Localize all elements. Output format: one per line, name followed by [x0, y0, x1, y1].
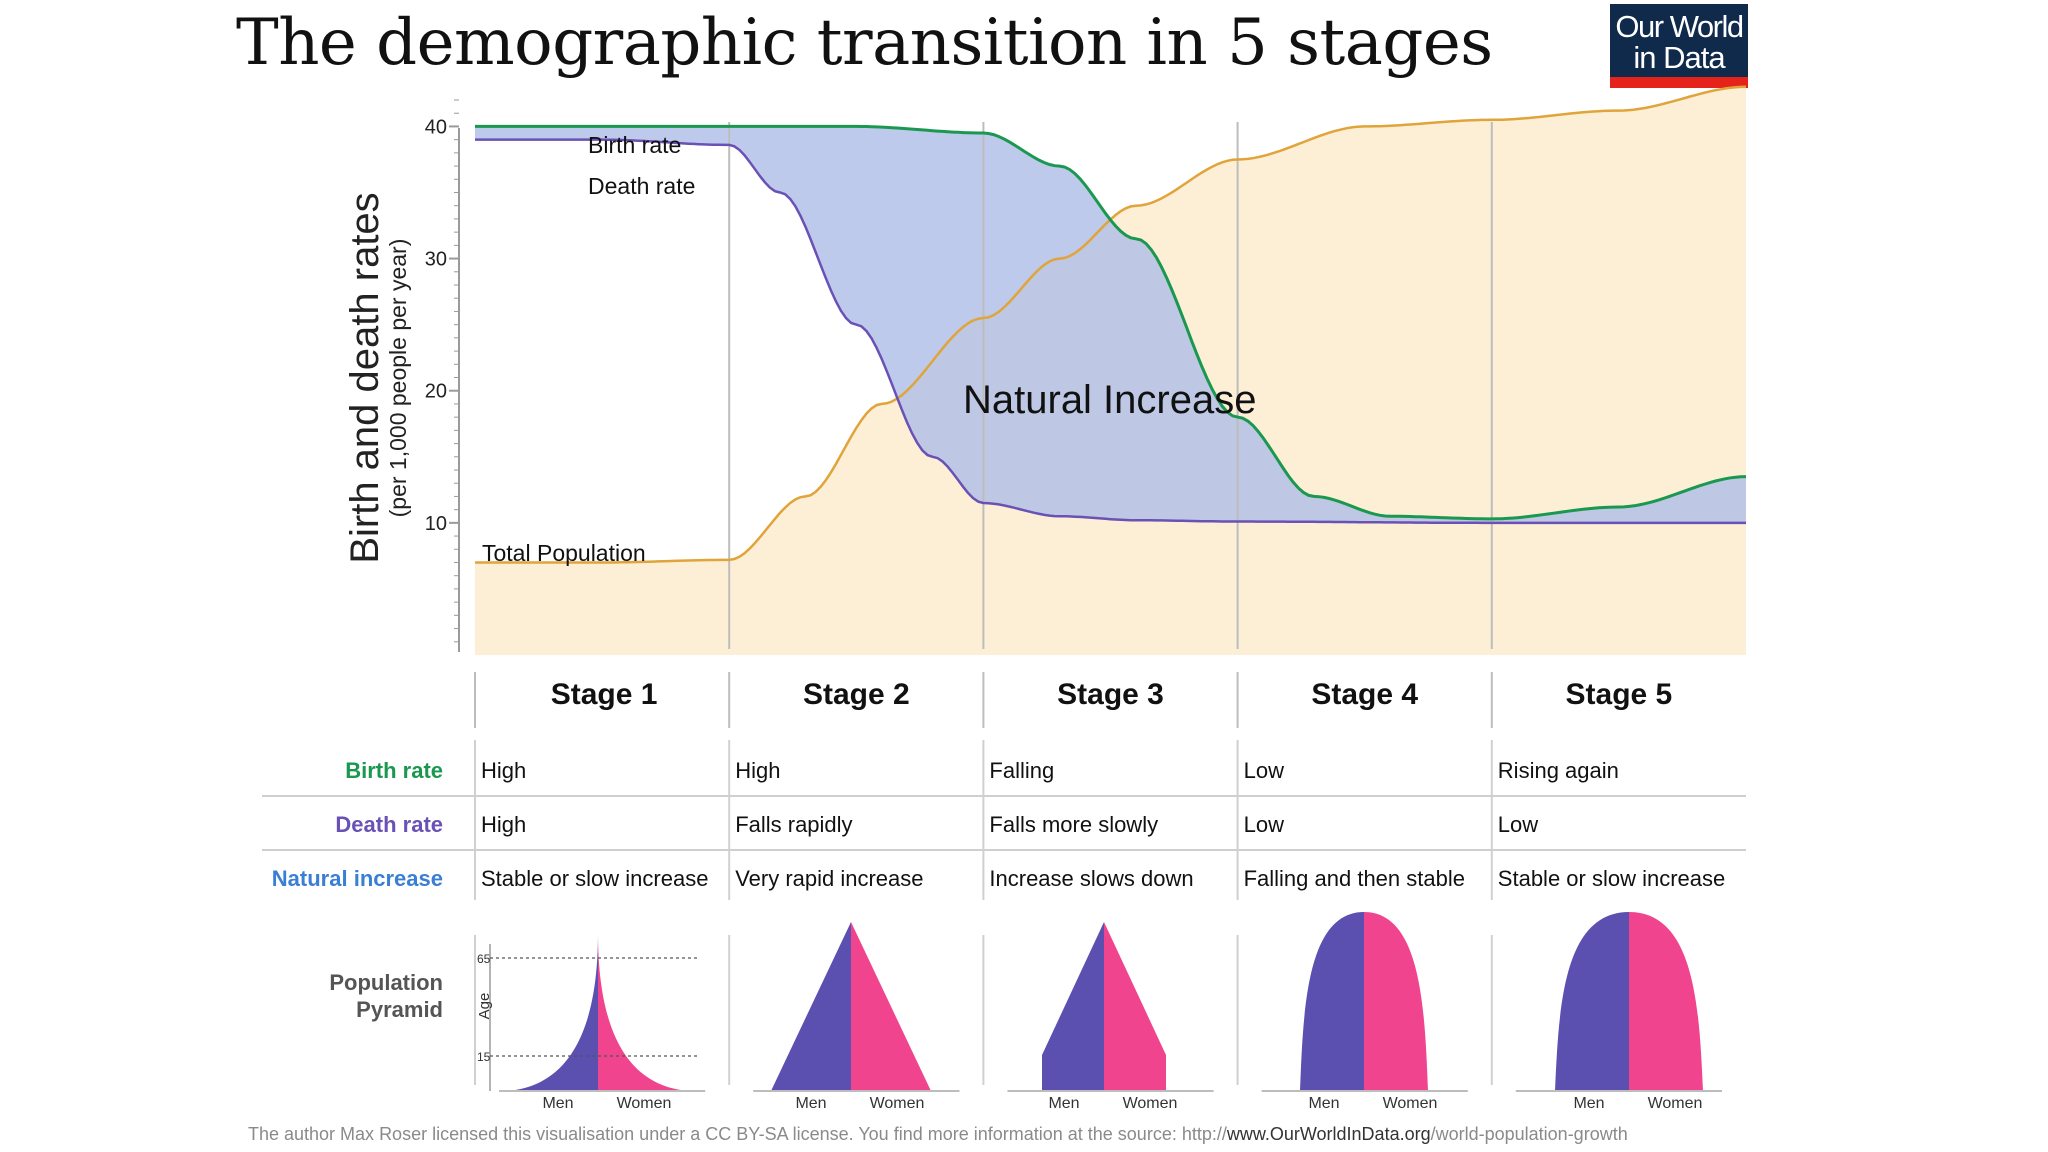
pyramid-3-women-label: Women	[1123, 1095, 1178, 1112]
logo-bar	[1610, 77, 1748, 88]
pyramid-4-men	[1300, 912, 1364, 1091]
death-rate-cell-5: Low	[1498, 812, 1538, 837]
age-tick-65: 65	[477, 952, 491, 966]
pyramid-2-men-label: Men	[795, 1095, 826, 1112]
pyramid-label-line-2: Pyramid	[356, 997, 443, 1022]
credit-path: /world-population-growth	[1430, 1124, 1628, 1144]
stage-header-1: Stage 1	[551, 678, 658, 711]
pyramid-4-women	[1364, 912, 1428, 1091]
pyramid-1-women	[598, 933, 690, 1091]
population-annotation: Total Population	[482, 540, 646, 566]
pyramid-4-women-label: Women	[1383, 1095, 1438, 1112]
pyramid-5-men	[1555, 912, 1629, 1091]
natural-increase-cell-3: Increase slows down	[989, 866, 1193, 891]
stage-header-3: Stage 3	[1057, 678, 1164, 711]
y-axis-subtitle: (per 1,000 people per year)	[385, 239, 411, 518]
pyramid-1-men-label: Men	[542, 1095, 573, 1112]
pyramid-5-men-label: Men	[1573, 1095, 1604, 1112]
stage-header-2: Stage 2	[803, 678, 910, 711]
credit-prefix: The author Max Roser licensed this visua…	[248, 1124, 1227, 1144]
pyramid-5-women-label: Women	[1648, 1095, 1703, 1112]
page-title: The demographic transition in 5 stages	[236, 6, 1493, 80]
owid-logo: Our World in Data	[1610, 4, 1748, 88]
y-tick-label: 30	[425, 249, 447, 271]
logo-line-2: in Data	[1633, 40, 1725, 75]
death-rate-cell-1: High	[481, 812, 526, 837]
natural-increase-cell-2: Very rapid increase	[735, 866, 923, 891]
birth-rate-cell-5: Rising again	[1498, 758, 1619, 783]
birth-rate-cell-1: High	[481, 758, 526, 783]
credit-domain: www.OurWorldInData.org	[1226, 1124, 1431, 1144]
y-axis-title: Birth and death rates	[343, 192, 387, 563]
birth-rate-row-label: Birth rate	[345, 758, 443, 783]
stage-header-5: Stage 5	[1566, 678, 1673, 711]
logo-line-1: Our World	[1615, 9, 1744, 44]
age-axis-label: Age	[476, 993, 493, 1020]
pyramid-5-women	[1629, 912, 1703, 1091]
birth-rate-cell-4: Low	[1244, 758, 1284, 783]
y-tick-label: 20	[425, 381, 447, 403]
death-rate-line	[475, 138, 1746, 525]
pyramid-3-men-label: Men	[1048, 1095, 1079, 1112]
natural-increase-cell-4: Falling and then stable	[1244, 866, 1465, 891]
age-tick-15: 15	[477, 1050, 491, 1064]
birth-rate-annotation: Birth rate	[588, 132, 681, 158]
y-tick-label: 10	[425, 513, 447, 535]
pyramid-2-men	[771, 922, 851, 1091]
credit-line: The author Max Roser licensed this visua…	[248, 1124, 1628, 1145]
birth-rate-cell-3: Falling	[989, 758, 1054, 783]
birth-rate-cell-2: High	[735, 758, 780, 783]
natural-increase-row-label: Natural increase	[272, 866, 443, 891]
natural-increase-cell-1: Stable or slow increase	[481, 866, 708, 891]
pyramid-2-women	[851, 922, 931, 1091]
pyramid-3-women	[1104, 922, 1166, 1091]
pyramid-2-women-label: Women	[870, 1095, 925, 1112]
y-tick-label: 40	[425, 116, 447, 138]
pyramid-1-men	[506, 933, 598, 1091]
stage-header-4: Stage 4	[1311, 678, 1418, 711]
death-rate-annotation: Death rate	[588, 173, 695, 199]
death-rate-row-label: Death rate	[335, 812, 443, 837]
death-rate-cell-2: Falls rapidly	[735, 812, 852, 837]
natural-increase-area	[475, 126, 1746, 523]
death-rate-cell-3: Falls more slowly	[989, 812, 1158, 837]
pyramid-4-men-label: Men	[1308, 1095, 1339, 1112]
natural-increase-annotation: Natural Increase	[963, 378, 1256, 422]
pyramid-1-women-label: Women	[617, 1095, 672, 1112]
pyramid-3-men	[1042, 922, 1104, 1091]
death-rate-cell-4: Low	[1244, 812, 1284, 837]
pyramid-label-line-1: Population	[329, 970, 443, 995]
birth-rate-line	[475, 124, 1747, 521]
natural-increase-cell-5: Stable or slow increase	[1498, 866, 1725, 891]
